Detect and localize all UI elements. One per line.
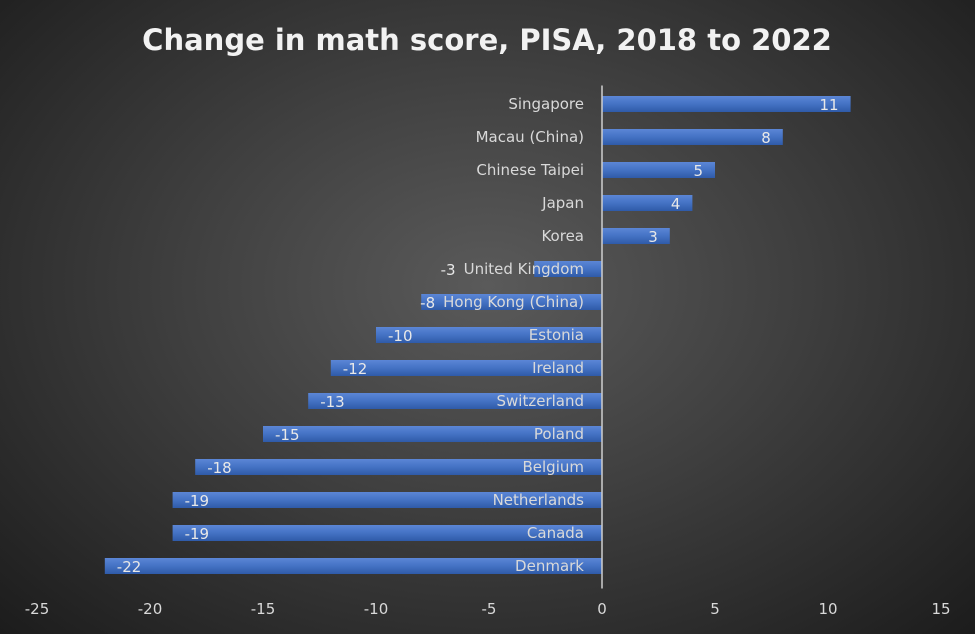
data-label: -12 — [343, 360, 368, 378]
x-tick-label: -25 — [25, 600, 50, 618]
data-label: -8 — [420, 294, 435, 312]
data-label: -13 — [320, 393, 345, 411]
category-label: Singapore — [508, 95, 584, 113]
x-tick-label: -10 — [364, 600, 389, 618]
category-label: Macau (China) — [476, 128, 584, 146]
x-tick-label: 0 — [597, 600, 607, 618]
category-label: Belgium — [523, 458, 585, 476]
category-label: Japan — [541, 194, 584, 212]
category-label: Poland — [534, 425, 584, 443]
category-label: Switzerland — [497, 392, 585, 410]
category-label: Netherlands — [493, 491, 585, 509]
bar — [104, 558, 603, 574]
data-label: -19 — [185, 492, 210, 510]
data-label: -15 — [275, 426, 300, 444]
category-label: Estonia — [529, 326, 584, 344]
x-tick-label: 10 — [818, 600, 837, 618]
bar — [534, 261, 602, 277]
data-label: 8 — [761, 129, 771, 147]
bar — [602, 162, 715, 178]
bar — [421, 294, 602, 310]
category-label: Canada — [527, 524, 584, 542]
bar — [195, 459, 602, 475]
bar — [602, 96, 851, 112]
category-label: Denmark — [515, 557, 584, 575]
bar — [308, 393, 602, 409]
bar — [376, 327, 602, 343]
chart-title: Change in math score, PISA, 2018 to 2022 — [142, 23, 832, 57]
bar — [602, 129, 783, 145]
category-label: Korea — [541, 227, 584, 245]
category-label: Hong Kong (China) — [443, 293, 584, 311]
category-label: Ireland — [532, 359, 584, 377]
data-label: 5 — [693, 162, 703, 180]
data-label: -3 — [441, 261, 456, 279]
bar — [263, 426, 602, 442]
data-label: -18 — [207, 459, 232, 477]
bar — [330, 360, 602, 376]
data-label: 4 — [671, 195, 681, 213]
x-tick-label: 5 — [710, 600, 720, 618]
data-label: 11 — [820, 96, 839, 114]
data-label: 3 — [648, 228, 658, 246]
x-tick-label: -5 — [482, 600, 497, 618]
category-label: Chinese Taipei — [476, 161, 584, 179]
data-label: -19 — [185, 525, 210, 543]
data-label: -22 — [117, 558, 142, 576]
data-label: -10 — [388, 327, 413, 345]
bar — [602, 228, 670, 244]
x-tick-label: 15 — [931, 600, 950, 618]
category-label: United Kingdom — [464, 260, 584, 278]
x-tick-label: -15 — [251, 600, 276, 618]
bar — [172, 525, 602, 541]
x-tick-label: -20 — [138, 600, 163, 618]
bar — [602, 195, 693, 211]
bar — [172, 492, 602, 508]
